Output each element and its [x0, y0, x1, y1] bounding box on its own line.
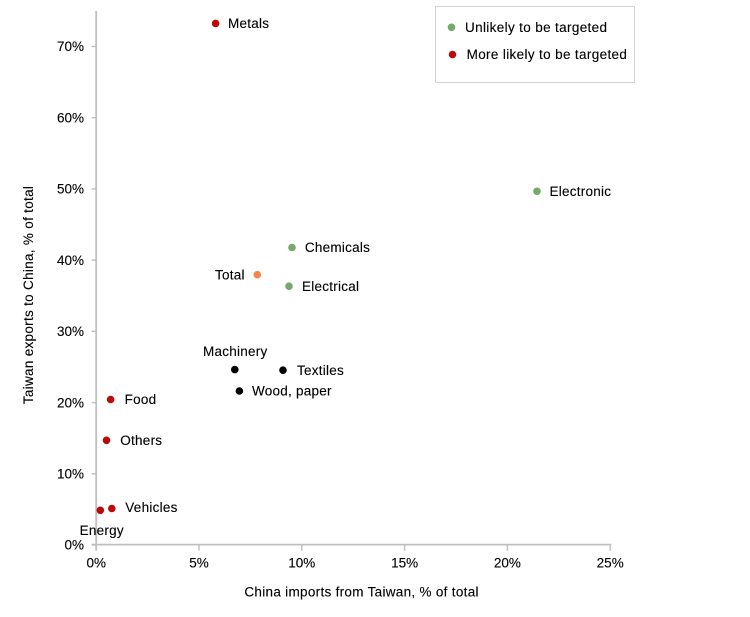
svg-text:Electronic: Electronic	[550, 184, 612, 199]
svg-text:Machinery: Machinery	[203, 344, 268, 359]
svg-text:Others: Others	[120, 433, 162, 448]
svg-text:Wood, paper: Wood, paper	[252, 384, 332, 399]
svg-text:More likely to be targeted: More likely to be targeted	[467, 47, 628, 62]
svg-text:Textiles: Textiles	[297, 363, 344, 378]
svg-text:15%: 15%	[391, 556, 418, 571]
svg-text:Total: Total	[215, 267, 245, 282]
svg-text:20%: 20%	[494, 556, 521, 571]
svg-text:50%: 50%	[57, 182, 84, 197]
svg-text:Food: Food	[125, 392, 157, 407]
svg-text:Metals: Metals	[228, 16, 269, 31]
svg-text:5%: 5%	[189, 556, 209, 571]
svg-text:10%: 10%	[57, 467, 84, 482]
svg-text:70%: 70%	[57, 39, 84, 54]
svg-text:25%: 25%	[597, 556, 624, 571]
svg-text:20%: 20%	[57, 395, 84, 410]
svg-text:Energy: Energy	[80, 523, 124, 538]
svg-text:China imports from Taiwan, % o: China imports from Taiwan, % of total	[244, 585, 478, 600]
svg-text:60%: 60%	[57, 110, 84, 125]
svg-text:0%: 0%	[86, 556, 106, 571]
svg-text:Electrical: Electrical	[302, 279, 359, 294]
svg-text:Taiwan exports to China, % of: Taiwan exports to China, % of total	[21, 186, 36, 404]
svg-text:10%: 10%	[288, 556, 315, 571]
svg-text:Chemicals: Chemicals	[305, 240, 370, 255]
svg-text:30%: 30%	[57, 324, 84, 339]
svg-text:Vehicles: Vehicles	[125, 500, 177, 515]
svg-text:40%: 40%	[57, 253, 84, 268]
svg-text:Unlikely to be targeted: Unlikely to be targeted	[465, 20, 607, 35]
svg-text:0%: 0%	[64, 538, 84, 553]
